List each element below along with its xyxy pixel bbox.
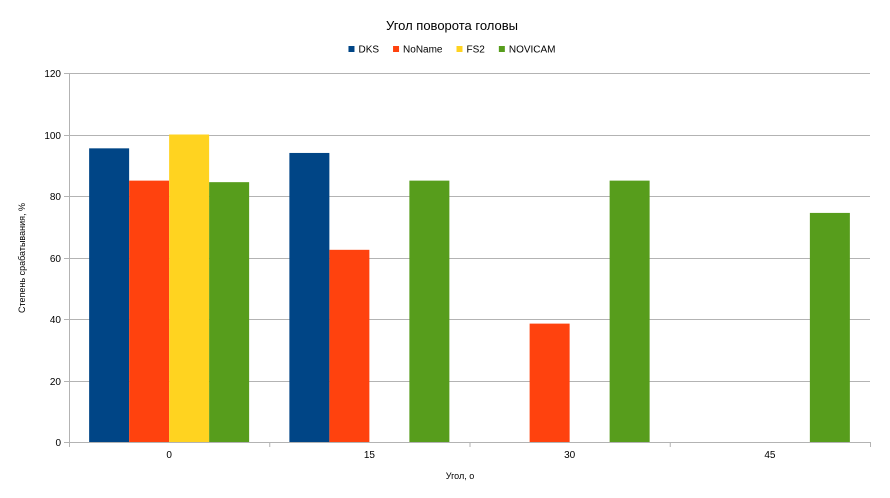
bar-noname-0 — [129, 180, 170, 442]
bar-novicam-30 — [609, 180, 650, 442]
x-tick-label: 30 — [564, 450, 576, 461]
y-tick-label: 20 — [50, 377, 62, 388]
bar-novicam-45 — [809, 212, 850, 442]
bar-novicam-15 — [409, 180, 450, 442]
bar-dks-15 — [289, 152, 330, 442]
y-tick-label: 40 — [50, 315, 62, 326]
chart-title: Угол поворота головы — [386, 18, 518, 33]
legend-label: FS2 — [467, 45, 486, 56]
legend-label: NOVICAM — [509, 45, 556, 56]
y-tick-label: 60 — [50, 254, 62, 265]
y-tick-label: 80 — [50, 192, 62, 203]
bar-dks-0 — [89, 148, 130, 442]
bar-noname-15 — [329, 249, 370, 442]
legend-swatch-noname — [393, 46, 400, 52]
bar-fs2-0 — [169, 134, 210, 442]
y-axis-label: Степень срабатывания, % — [17, 203, 27, 313]
y-tick-label: 100 — [44, 131, 61, 142]
y-tick-label: 0 — [55, 438, 61, 449]
x-tick-label: 0 — [166, 450, 172, 461]
x-tick-labels: 0 15 30 45 — [166, 450, 776, 461]
legend: DKS NoName FS2 NOVICAM — [348, 45, 556, 56]
legend-swatch-novicam — [498, 46, 505, 52]
bars — [89, 134, 850, 442]
legend-swatch-dks — [348, 46, 355, 52]
bar-noname-30 — [529, 323, 570, 442]
legend-label: NoName — [403, 45, 443, 56]
bar-novicam-0 — [209, 182, 250, 442]
x-axis-label: Угол, о — [446, 471, 474, 481]
legend-swatch-fs2 — [456, 46, 463, 52]
x-tick-label: 45 — [764, 450, 776, 461]
x-tick-label: 15 — [364, 450, 376, 461]
legend-label: DKS — [358, 45, 379, 56]
y-tick-label: 120 — [44, 69, 61, 80]
y-tick-labels: 0 20 40 60 80 100 120 — [44, 69, 61, 449]
